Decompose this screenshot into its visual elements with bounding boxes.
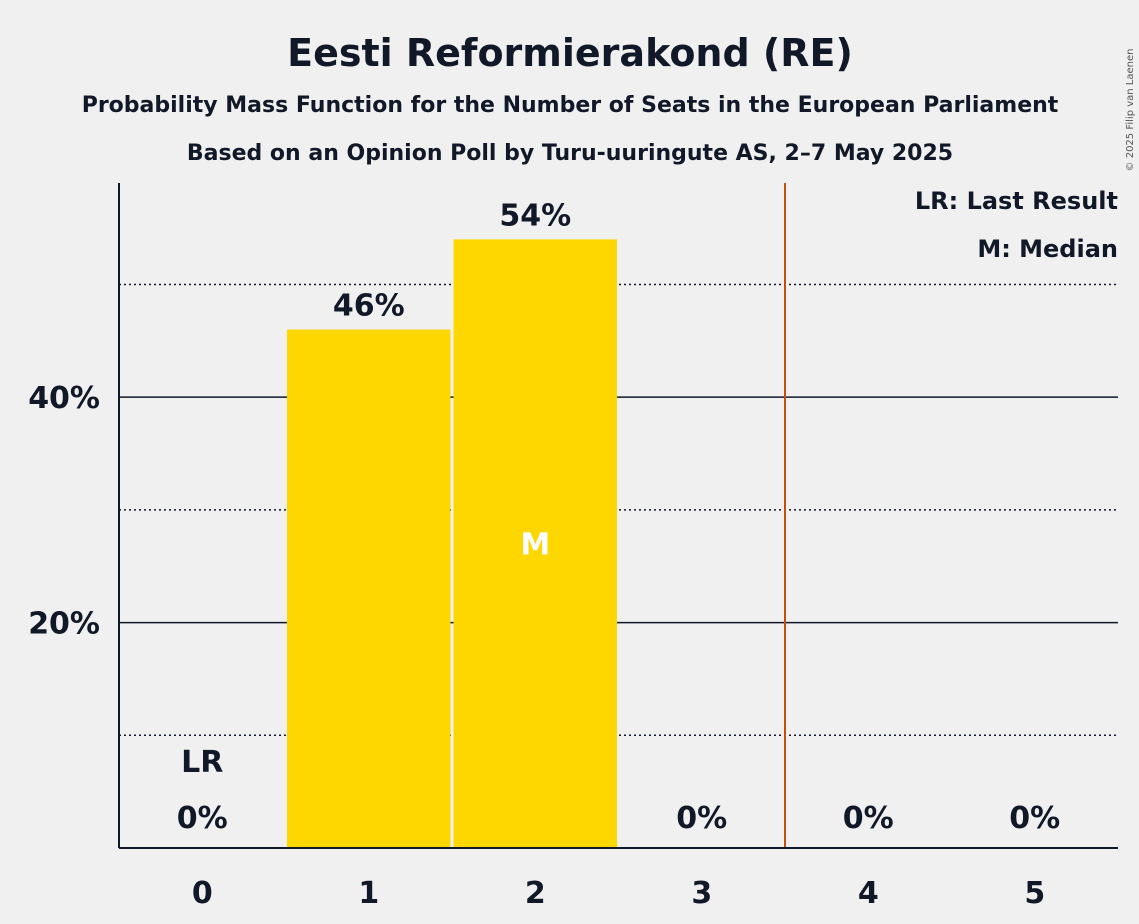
chart-subtitle: Probability Mass Function for the Number… (82, 93, 1059, 118)
bar-value-label: 46% (333, 289, 405, 324)
bar-value-label: 54% (499, 198, 571, 233)
last-result-marker: LR (181, 745, 223, 780)
legend-last-result: LR: Last Result (915, 187, 1118, 215)
x-tick-label: 2 (525, 876, 546, 911)
bars (287, 239, 617, 849)
bar-value-label: 0% (1009, 801, 1060, 836)
y-tick-label: 20% (28, 607, 100, 642)
x-tick-label: 4 (858, 876, 879, 911)
y-tick-label: 40% (28, 381, 100, 416)
chart-title: Eesti Reformierakond (RE) (287, 31, 853, 75)
bar (453, 239, 617, 848)
median-marker: M (520, 528, 550, 563)
x-tick-label: 0 (192, 876, 213, 911)
grid (119, 183, 1118, 848)
x-tick-label: 3 (691, 876, 712, 911)
x-tick-label: 1 (358, 876, 379, 911)
x-tick-label: 5 (1024, 876, 1045, 911)
axes: 20% 40% 0 1 2 3 4 5 (28, 183, 1118, 911)
bar-value-label: 0% (676, 801, 727, 836)
bar-value-label: 0% (177, 801, 228, 836)
bar-labels: 0% 46% 54% 0% 0% 0% LR M (177, 198, 1060, 836)
chart-subtitle-poll: Based on an Opinion Poll by Turu-uuringu… (187, 141, 953, 166)
legend-median: M: Median (977, 235, 1118, 263)
bar-value-label: 0% (843, 801, 894, 836)
bar (287, 329, 451, 849)
copyright-text: © 2025 Filip van Laenen (1125, 49, 1136, 172)
